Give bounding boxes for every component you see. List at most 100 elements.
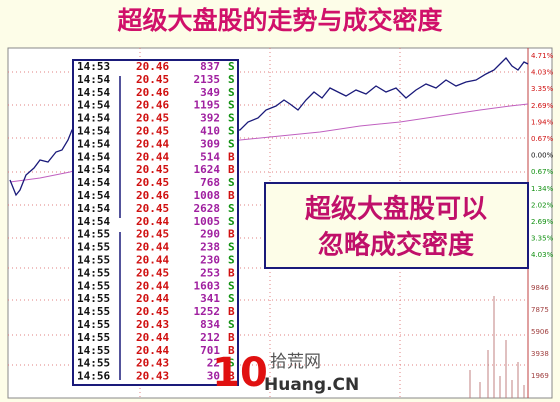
price: 20.45 bbox=[136, 163, 169, 176]
side: B bbox=[228, 344, 235, 357]
side: B bbox=[228, 370, 235, 383]
price: 20.45 bbox=[136, 228, 169, 241]
volume: 410 bbox=[200, 125, 220, 138]
title: 超级大盘股的走势与成交密度 bbox=[117, 6, 442, 35]
volume: 212 bbox=[200, 331, 220, 344]
price: 20.44 bbox=[136, 254, 169, 267]
time: 14:54 bbox=[77, 202, 110, 215]
side: B bbox=[228, 331, 235, 344]
price: 20.45 bbox=[136, 176, 169, 189]
volume: 768 bbox=[200, 176, 220, 189]
time: 14:54 bbox=[77, 99, 110, 112]
price-axis-label: 4.03% bbox=[531, 251, 554, 259]
time: 14:54 bbox=[77, 163, 110, 176]
time: 14:55 bbox=[77, 292, 110, 305]
volume: 290 bbox=[200, 228, 220, 241]
time: 14:55 bbox=[77, 357, 110, 370]
price: 20.44 bbox=[136, 137, 169, 150]
price: 20.44 bbox=[136, 331, 169, 344]
volume: 2135 bbox=[194, 73, 221, 86]
time: 14:55 bbox=[77, 344, 110, 357]
price: 20.44 bbox=[136, 241, 169, 254]
time: 14:54 bbox=[77, 112, 110, 125]
volume: 1195 bbox=[194, 99, 221, 112]
volume-axis-label: 1969 bbox=[531, 372, 549, 380]
time: 14:54 bbox=[77, 137, 110, 150]
price: 20.44 bbox=[136, 215, 169, 228]
time: 14:55 bbox=[77, 331, 110, 344]
price: 20.45 bbox=[136, 305, 169, 318]
watermark-logo: 10 bbox=[212, 350, 268, 396]
price: 20.43 bbox=[136, 357, 169, 370]
volume: 701 bbox=[200, 344, 220, 357]
callout-line: 超级大盘股可以 bbox=[305, 194, 487, 225]
side: S bbox=[228, 279, 235, 292]
price-axis-label: 0.67% bbox=[531, 135, 554, 143]
time: 14:54 bbox=[77, 176, 110, 189]
side: B bbox=[228, 266, 235, 279]
time: 14:54 bbox=[77, 86, 110, 99]
time: 14:54 bbox=[77, 189, 110, 202]
volume: 238 bbox=[200, 241, 220, 254]
volume: 1624 bbox=[194, 163, 221, 176]
price: 20.45 bbox=[136, 112, 169, 125]
price-axis-label: 4.71% bbox=[531, 52, 554, 60]
time: 14:55 bbox=[77, 305, 110, 318]
price-axis-label: 3.35% bbox=[531, 85, 554, 93]
side: B bbox=[228, 150, 235, 163]
time: 14:55 bbox=[77, 241, 110, 254]
side: S bbox=[228, 176, 235, 189]
volume-axis-label: 9846 bbox=[531, 284, 549, 292]
side: S bbox=[228, 137, 235, 150]
price-axis-label: 1.34% bbox=[531, 185, 554, 193]
volume: 30 bbox=[207, 370, 220, 383]
price: 20.44 bbox=[136, 292, 169, 305]
price: 20.45 bbox=[136, 125, 169, 138]
side: S bbox=[228, 241, 235, 254]
volume: 514 bbox=[200, 150, 220, 163]
volume-bars bbox=[469, 296, 525, 398]
side: S bbox=[228, 99, 235, 112]
volume: 392 bbox=[200, 112, 220, 125]
volume: 2628 bbox=[194, 202, 221, 215]
volume: 349 bbox=[200, 86, 220, 99]
volume-axis-label: 5906 bbox=[531, 328, 549, 336]
time: 14:55 bbox=[77, 254, 110, 267]
time: 14:55 bbox=[77, 279, 110, 292]
price-axis-label: 0.00% bbox=[531, 152, 554, 160]
volume: 1008 bbox=[194, 189, 221, 202]
price-axis-label: 4.03% bbox=[531, 69, 554, 77]
volume: 837 bbox=[200, 60, 220, 73]
watermark-name: 拾荒网 bbox=[270, 352, 321, 372]
price: 20.43 bbox=[136, 318, 169, 331]
price: 20.46 bbox=[136, 99, 169, 112]
side: S bbox=[228, 318, 235, 331]
time: 14:56 bbox=[77, 370, 110, 383]
side: B bbox=[228, 163, 235, 176]
side: B bbox=[228, 305, 235, 318]
time: 14:54 bbox=[77, 73, 110, 86]
side: S bbox=[228, 60, 235, 73]
price: 20.46 bbox=[136, 189, 169, 202]
callout-box bbox=[264, 182, 529, 269]
price: 20.43 bbox=[136, 370, 169, 383]
volume-axis-label: 7875 bbox=[531, 306, 549, 314]
volume: 341 bbox=[200, 292, 220, 305]
volume: 1005 bbox=[194, 215, 221, 228]
callout-line: 忽略成交密度 bbox=[318, 230, 474, 261]
volume: 1252 bbox=[194, 305, 221, 318]
price-axis-label: 1.94% bbox=[531, 118, 554, 126]
volume: 230 bbox=[200, 254, 220, 267]
price: 20.45 bbox=[136, 266, 169, 279]
side: B bbox=[228, 228, 235, 241]
price: 20.45 bbox=[136, 73, 169, 86]
time: 14:54 bbox=[77, 125, 110, 138]
side: B bbox=[228, 189, 235, 202]
axis-labels: 4.71% 4.03% 3.35% 2.69% 1.94% 0.67% 0.00% 0.67%… bbox=[531, 52, 554, 380]
time: 14:55 bbox=[77, 228, 110, 241]
price: 20.46 bbox=[136, 60, 169, 73]
side: S bbox=[228, 125, 235, 138]
side: S bbox=[228, 254, 235, 267]
price-axis-label: 2.02% bbox=[531, 201, 554, 209]
